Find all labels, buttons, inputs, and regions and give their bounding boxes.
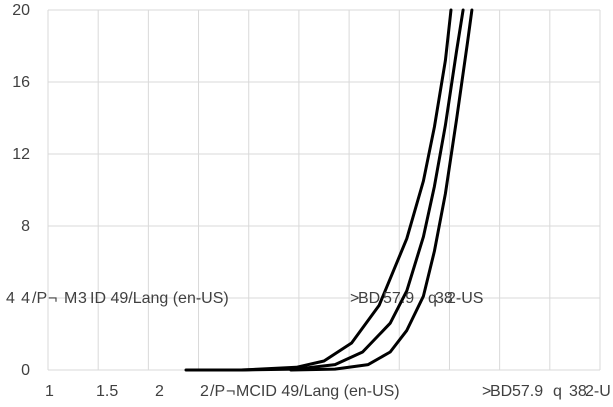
series-line — [184, 8, 453, 372]
overlay-text-fragment: M — [64, 290, 77, 307]
x-tick-label: 38 — [569, 383, 587, 400]
y-tick-label: 4 — [21, 290, 30, 307]
overlay-text-fragment: ID 49/Lang (en-US) — [90, 290, 229, 307]
y-tick-label: 0 — [21, 362, 30, 379]
x-tick-label: MCID 49/Lang (en-US) — [236, 383, 400, 400]
x-tick-label: 1.5 — [96, 383, 118, 400]
series-line — [239, 8, 465, 372]
x-axis-tick-labels: 1 1.5 2 2/P ¬ MCID 49/Lang (en-US) >BD 57.9 q 382… — [45, 383, 611, 400]
x-tick-label: BD — [490, 383, 512, 400]
x-tick-label: 57.9 — [512, 383, 543, 400]
x-tick-label: /P — [210, 383, 225, 400]
overlay-text-fragment: > — [350, 290, 359, 307]
series-lines — [184, 8, 474, 372]
overlay-text-fragment: /P — [32, 290, 47, 307]
overlay-text-fragment: q — [428, 290, 437, 307]
overlay-text-fragment: 57.9 — [383, 290, 414, 307]
y-tick-label: 20 — [12, 2, 30, 19]
overlay-text-fragment: 4 — [6, 290, 15, 307]
y-tick-label: 16 — [12, 74, 30, 91]
overlay-text-fragment: 2-US — [447, 290, 483, 307]
overlay-text-fragment: ¬ — [48, 290, 57, 307]
y-tick-label: 12 — [12, 146, 30, 163]
x-tick-label: > — [482, 383, 491, 400]
x-tick-label: 2 — [155, 383, 164, 400]
overlay-text-fragment: 38 — [435, 290, 453, 307]
x-tick-label: ¬ — [226, 383, 235, 400]
overlay-text-fragment: BD — [358, 290, 380, 307]
series-line — [289, 8, 474, 372]
x-tick-label: q — [553, 383, 562, 400]
overlay-text-fragment: 3 — [78, 290, 87, 307]
gridlines — [47, 9, 601, 371]
x-tick-label: 2 — [200, 383, 209, 400]
x-tick-label: 2-U — [585, 383, 611, 400]
y-tick-label: 8 — [21, 218, 30, 235]
y-axis-tick-labels: 0 4 8 12 16 20 — [12, 2, 30, 379]
x-tick-label: 1 — [45, 383, 54, 400]
